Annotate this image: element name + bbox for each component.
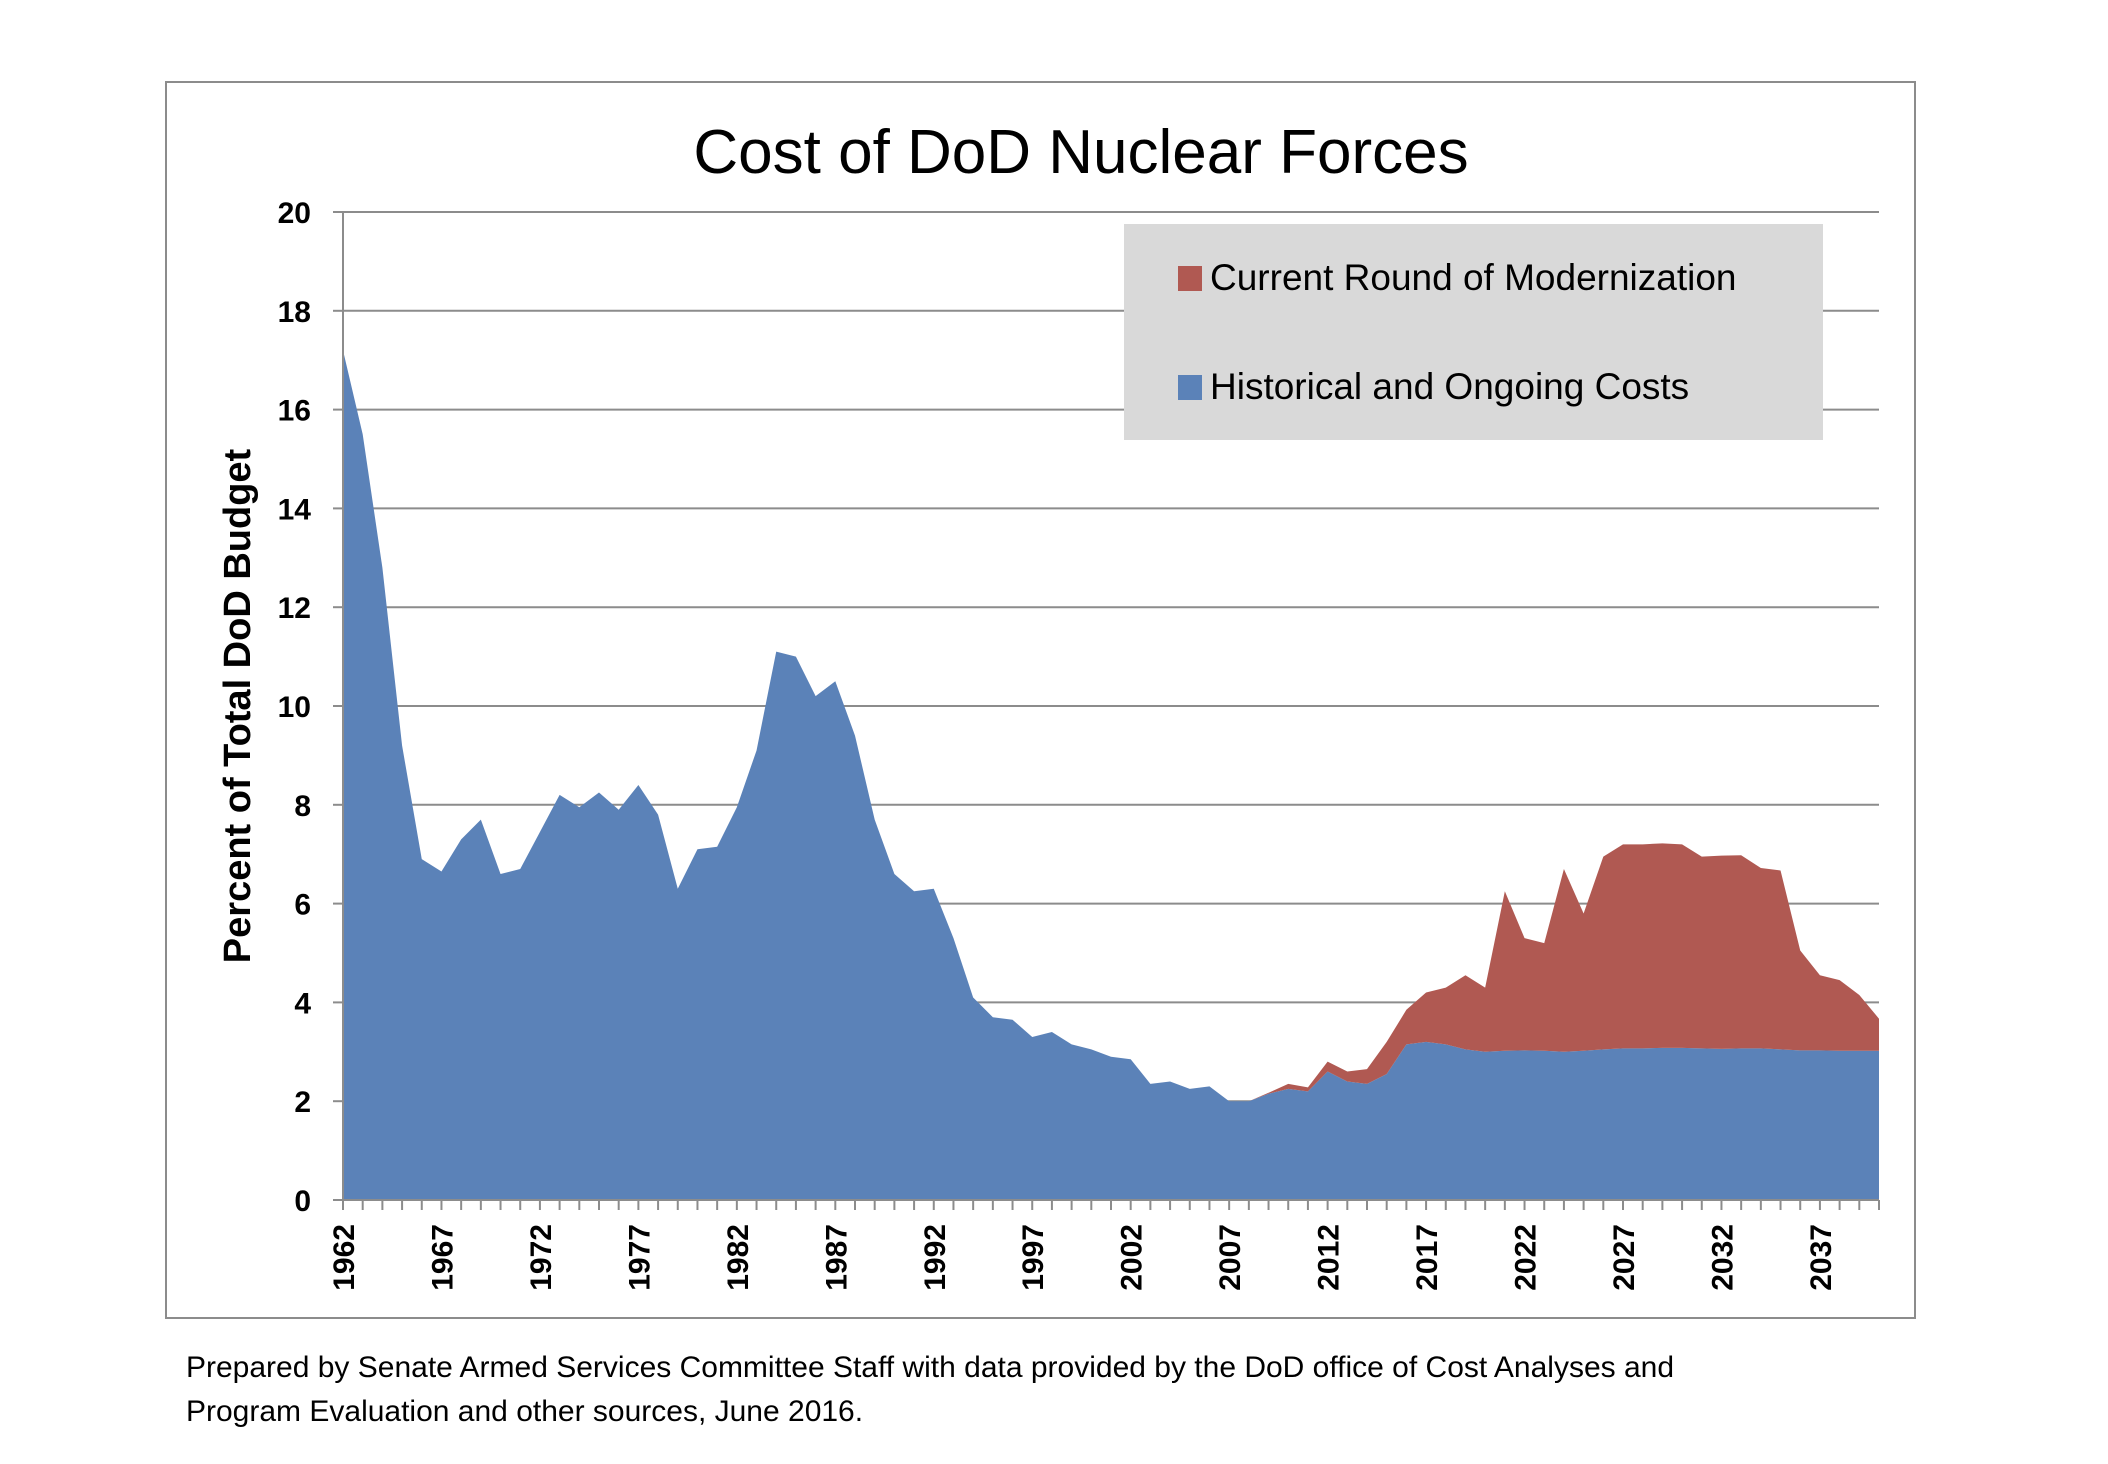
x-tick-label: 1962 — [328, 1224, 361, 1291]
axes — [333, 211, 1880, 1210]
footnote-line-1: Prepared by Senate Armed Services Commit… — [186, 1351, 1675, 1384]
y-tick-label: 18 — [278, 296, 311, 329]
y-tick-label: 6 — [294, 889, 311, 922]
x-tick-label: 2022 — [1510, 1224, 1543, 1291]
area-series — [343, 350, 1879, 1200]
x-tick-label: 1997 — [1017, 1224, 1050, 1291]
x-tick-label: 2027 — [1608, 1224, 1641, 1291]
y-tick-label: 16 — [278, 395, 311, 428]
chart-title: Cost of DoD Nuclear Forces — [693, 118, 1468, 187]
legend-background — [1124, 224, 1823, 440]
y-tick-label: 0 — [294, 1185, 311, 1218]
area-historical-and-ongoing-costs — [343, 350, 1879, 1200]
legend-swatch-modernization — [1178, 266, 1202, 291]
y-tick-label: 14 — [278, 493, 312, 526]
area-current-round-of-modernization — [343, 350, 1879, 1102]
y-axis-label: Percent of Total DoD Budget — [217, 448, 259, 963]
x-tick-labels: 1962 1967 1972 1977 1982 1987 1992 1997 2002 2007… — [328, 1224, 1838, 1291]
legend-label-modernization: Current Round of Modernization — [1210, 257, 1737, 298]
x-tick-label: 2002 — [1116, 1224, 1149, 1291]
y-tick-label: 4 — [294, 987, 311, 1020]
y-tick-label: 20 — [278, 197, 311, 230]
legend-swatch-historical — [1178, 375, 1202, 400]
x-tick-label: 2017 — [1411, 1224, 1444, 1291]
y-tick-label: 8 — [294, 790, 311, 823]
y-tick-label: 2 — [294, 1086, 311, 1119]
x-tick-label: 1982 — [722, 1224, 755, 1291]
y-tick-label: 12 — [278, 592, 311, 625]
legend-label-historical: Historical and Ongoing Costs — [1210, 366, 1689, 407]
y-tick-labels: 0 2 4 6 8 10 12 14 16 18 20 — [278, 197, 312, 1218]
source-footnote: Prepared by Senate Armed Services Commit… — [186, 1346, 1674, 1434]
x-tick-label: 2032 — [1706, 1224, 1739, 1291]
x-tick-label: 2012 — [1313, 1224, 1346, 1291]
x-tick-label: 2007 — [1214, 1224, 1247, 1291]
y-tick-label: 10 — [278, 691, 311, 724]
footnote-line-2: Program Evaluation and other sources, Ju… — [186, 1395, 864, 1428]
x-tick-label: 1987 — [820, 1224, 853, 1291]
x-tick-label: 1972 — [525, 1224, 558, 1291]
x-tick-label: 1992 — [919, 1224, 952, 1291]
legend: Current Round of Modernization Historica… — [1124, 224, 1823, 440]
x-tick-label: 1977 — [623, 1224, 656, 1291]
x-tick-label: 2037 — [1805, 1224, 1838, 1291]
x-tick-label: 1967 — [426, 1224, 459, 1291]
